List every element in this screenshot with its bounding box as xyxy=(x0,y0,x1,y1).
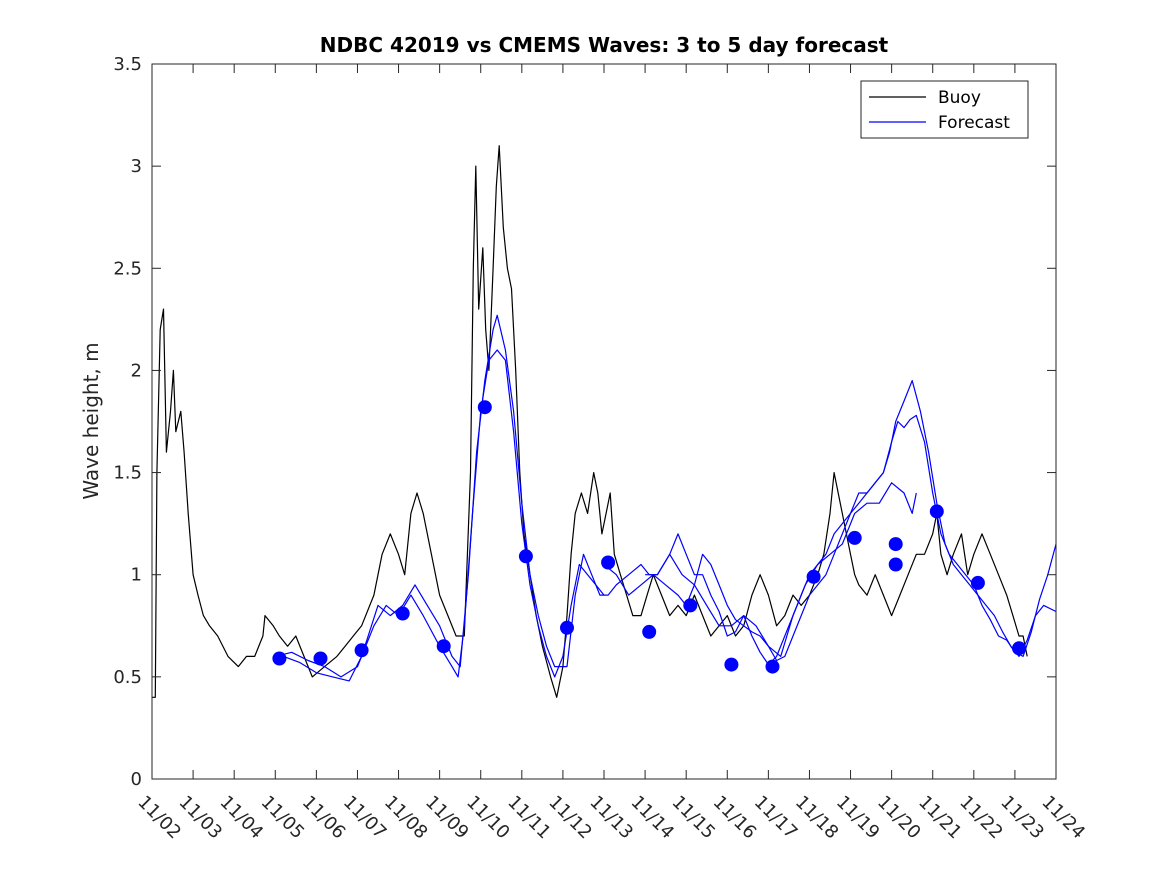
forecast-marker-12 xyxy=(765,659,780,674)
y-tick-label-6: 3 xyxy=(131,156,142,177)
forecast-marker-2 xyxy=(354,643,369,658)
forecast-marker-5 xyxy=(477,400,492,415)
forecast-marker-3 xyxy=(395,606,410,621)
series-line-0 xyxy=(152,145,1028,698)
legend-box xyxy=(860,80,1029,139)
forecast-marker-18 xyxy=(970,575,985,590)
series-layer xyxy=(152,145,1057,698)
forecast-marker-17 xyxy=(929,504,944,519)
marker-layer xyxy=(272,400,1026,674)
forecast-marker-0 xyxy=(272,651,287,666)
legend: Buoy Forecast xyxy=(860,80,1029,139)
forecast-marker-14 xyxy=(847,530,862,545)
y-tick-label-2: 1 xyxy=(131,565,142,586)
forecast-marker-6 xyxy=(518,549,533,564)
forecast-marker-15 xyxy=(888,537,903,552)
y-tick-label-0: 0 xyxy=(131,769,142,790)
y-tick-label-7: 3.5 xyxy=(113,54,142,75)
forecast-marker-16 xyxy=(888,557,903,572)
chart-title: NDBC 42019 vs CMEMS Waves: 3 to 5 day fo… xyxy=(320,33,889,57)
forecast-marker-4 xyxy=(436,639,451,654)
y-tick-label-4: 2 xyxy=(131,360,142,381)
y-axis-label: Wave height, m xyxy=(79,342,103,499)
series-line-3 xyxy=(603,414,1057,662)
plot-area xyxy=(152,64,1056,779)
y-tick-label-3: 1.5 xyxy=(113,463,142,484)
legend-forecast-label: Forecast xyxy=(938,113,1010,133)
forecast-marker-19 xyxy=(1012,641,1026,656)
y-tick-label-5: 2.5 xyxy=(113,258,142,279)
forecast-marker-8 xyxy=(601,555,616,570)
forecast-marker-9 xyxy=(642,624,657,639)
forecast-marker-13 xyxy=(806,569,821,584)
legend-buoy-label: Buoy xyxy=(938,88,981,108)
forecast-marker-10 xyxy=(683,598,698,613)
forecast-marker-7 xyxy=(560,620,574,635)
forecast-marker-11 xyxy=(724,657,739,672)
series-line-4 xyxy=(645,482,917,657)
y-tick-label-1: 0.5 xyxy=(113,667,142,688)
forecast-marker-1 xyxy=(313,651,328,666)
series-line-2 xyxy=(283,314,1057,682)
